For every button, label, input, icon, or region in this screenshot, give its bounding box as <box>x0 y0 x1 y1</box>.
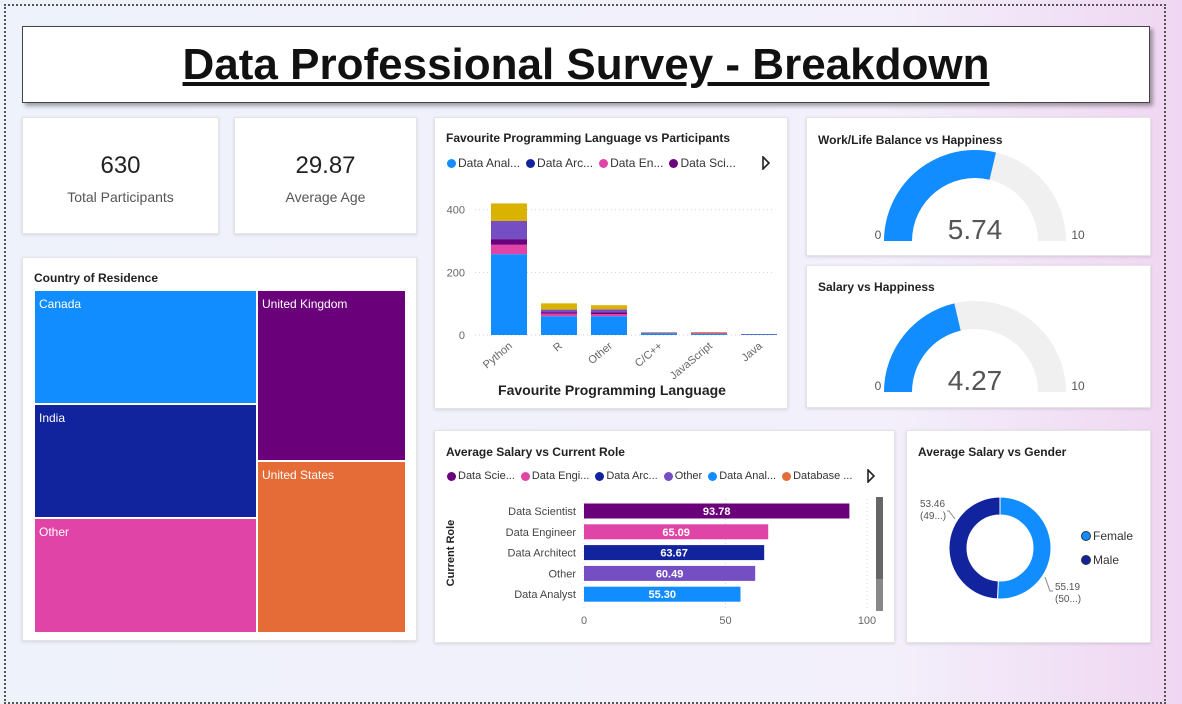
bar-segment <box>541 312 577 314</box>
x-tick-label: R <box>551 340 565 354</box>
bar-segment <box>541 316 577 335</box>
bar-segment <box>641 333 677 335</box>
tile-label: United Kingdom <box>262 297 347 311</box>
scrollbar-track[interactable] <box>876 579 883 611</box>
role-chart-card[interactable]: Average Salary vs Current Role Data Scie… <box>434 430 895 643</box>
bar-segment <box>691 332 727 333</box>
gauge-max-label: 10 <box>1071 228 1085 242</box>
y-tick-label: Data Architect <box>508 548 576 560</box>
bar-segment <box>591 316 627 335</box>
data-label: (49...) <box>920 511 946 522</box>
data-label: 55.30 <box>648 589 676 601</box>
x-tick-label: C/C++ <box>633 340 665 370</box>
legend-label: Female <box>1093 529 1133 543</box>
gauge-min-label: 0 <box>875 228 882 242</box>
bar-segment <box>491 203 527 221</box>
data-label: 53.46 <box>920 499 945 510</box>
data-label: 63.67 <box>660 548 688 560</box>
chart-legend: Female Male <box>1081 529 1139 567</box>
legend-label: Male <box>1093 553 1119 567</box>
bar-segment <box>591 312 627 314</box>
kpi-label: Total Participants <box>23 189 218 205</box>
treemap-tile-united-states[interactable]: United States <box>257 461 406 633</box>
legend-dot <box>1081 555 1091 565</box>
y-tick-label: 400 <box>447 205 465 217</box>
bar-segment <box>591 309 627 312</box>
bar-segment <box>691 334 727 335</box>
gauge-value: 5.74 <box>948 214 1003 245</box>
donut-slice <box>997 497 1051 599</box>
bar-segment <box>591 305 627 309</box>
donut-slice <box>949 497 1000 599</box>
language-bar-chart: 0 200 400 Python R Other C/C++JavaScript Java <box>435 118 789 410</box>
leader-line <box>947 511 955 519</box>
tile-label: India <box>39 411 65 425</box>
kpi-value: 29.87 <box>235 152 416 180</box>
x-tick-label: Other <box>586 340 615 367</box>
tile-label: United States <box>262 468 334 482</box>
x-tick-label: Java <box>739 340 765 365</box>
title-banner: Data Professional Survey - Breakdown <box>22 26 1150 103</box>
bar-segment <box>491 245 527 254</box>
y-tick-label: Data Engineer <box>506 527 577 539</box>
treemap-tile-united-kingdom[interactable]: United Kingdom <box>257 290 406 461</box>
y-axis-title: Current Role <box>445 520 457 587</box>
y-tick-label: 200 <box>447 267 465 279</box>
gauge-value: 4.27 <box>948 365 1003 396</box>
x-axis-title: Favourite Programming Language <box>435 382 789 398</box>
gauge-min-label: 0 <box>875 379 882 393</box>
tile-label: Other <box>39 525 69 539</box>
tile-label: Canada <box>39 297 81 311</box>
treemap-tile-canada[interactable]: Canada <box>34 290 257 404</box>
kpi-label: Average Age <box>235 189 416 205</box>
y-tick-label: Data Analyst <box>514 589 576 601</box>
bar-segment <box>491 221 527 239</box>
country-treemap-card[interactable]: Country of Residence Canada India Other … <box>22 257 417 641</box>
bar-segment <box>491 254 527 335</box>
gender-chart-card[interactable]: Average Salary vs Gender 55.19(50...)53.… <box>906 430 1151 643</box>
legend-item[interactable]: Male <box>1081 553 1119 567</box>
data-label: 65.09 <box>662 527 690 539</box>
x-tick-label: Python <box>481 340 515 371</box>
x-tick-label: JavaScript <box>668 340 715 382</box>
work-life-gauge: 5.74 0 10 <box>807 118 1152 257</box>
salary-gauge: 4.27 0 10 <box>807 266 1152 409</box>
bar-segment <box>591 314 627 316</box>
treemap-tile-india[interactable]: India <box>34 404 257 518</box>
x-tick-label: 100 <box>858 615 876 627</box>
bar-segment <box>541 303 577 309</box>
bar-segment <box>741 334 777 335</box>
x-tick-label: 50 <box>719 615 731 627</box>
data-label: 60.49 <box>656 568 684 580</box>
role-bar-chart: Current Role 0 50 100 Data Scientist 93.78 Dat… <box>435 431 896 644</box>
y-tick-label: Data Scientist <box>508 506 576 518</box>
bar-segment <box>491 239 527 245</box>
chart-title: Country of Residence <box>34 271 158 285</box>
kpi-value: 630 <box>23 152 218 180</box>
gauge-max-label: 10 <box>1071 379 1085 393</box>
leader-line <box>1045 577 1053 591</box>
bar-segment <box>541 310 577 313</box>
page-title: Data Professional Survey - Breakdown <box>183 40 990 90</box>
data-label: 93.78 <box>703 506 731 518</box>
x-tick-label: 0 <box>581 615 587 627</box>
legend-item[interactable]: Female <box>1081 529 1133 543</box>
bar-segment <box>541 314 577 317</box>
data-label: 55.19 <box>1055 582 1080 593</box>
data-label: (50...) <box>1055 594 1081 605</box>
kpi-card-participants[interactable]: 630 Total Participants <box>22 117 219 234</box>
language-chart-card[interactable]: Favourite Programming Language vs Partic… <box>434 117 788 409</box>
legend-dot <box>1081 531 1091 541</box>
treemap-tile-other[interactable]: Other <box>34 518 257 633</box>
y-tick-label: 0 <box>459 330 465 342</box>
kpi-card-average-age[interactable]: 29.87 Average Age <box>234 117 417 234</box>
y-tick-label: Other <box>548 568 576 580</box>
